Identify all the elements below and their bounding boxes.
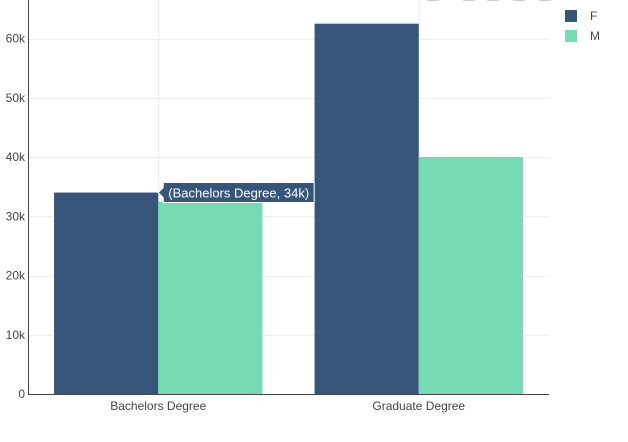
x-tick-label: Graduate Degree <box>372 399 465 413</box>
tooltip-label: (Bachelors Degree, 34k) <box>168 186 309 201</box>
pan-icon[interactable] <box>487 0 499 1</box>
legend-item-m[interactable]: M <box>565 29 600 43</box>
bar-m-0[interactable] <box>158 201 263 394</box>
tooltip-box <box>157 182 315 204</box>
legend[interactable]: FM <box>565 9 600 43</box>
y-tick-label: 50k <box>6 91 26 105</box>
zoom-icon[interactable] <box>463 0 475 1</box>
legend-item-f[interactable]: F <box>565 9 597 23</box>
hover-tooltip: (Bachelors Degree, 34k) <box>157 182 315 204</box>
legend-swatch <box>565 30 577 42</box>
x-tick-labels: Bachelors Degree Graduate Degree <box>110 399 465 413</box>
y-tick-label: 10k <box>6 328 26 342</box>
legend-label: M <box>590 29 600 43</box>
lasso-icon[interactable] <box>539 0 551 1</box>
bars <box>54 23 523 394</box>
axes <box>28 0 549 395</box>
y-tick-label: 60k <box>6 32 26 46</box>
y-tick-labels: 0 10k 20k 30k 40k 50k 60k <box>6 32 26 401</box>
bar-f-1[interactable] <box>314 23 419 394</box>
y-tick-label: 20k <box>6 269 26 283</box>
modebar[interactable] <box>427 0 551 1</box>
bar-m-1[interactable] <box>418 157 523 394</box>
y-tick-label: 40k <box>6 150 26 164</box>
x-tick-label: Bachelors Degree <box>110 399 206 413</box>
camera-icon[interactable] <box>427 0 439 1</box>
legend-swatch <box>565 10 577 22</box>
y-tick-label: 30k <box>6 209 26 223</box>
y-tick-label: 0 <box>18 387 25 401</box>
box-select-icon[interactable] <box>513 0 525 1</box>
legend-label: F <box>590 9 597 23</box>
bar-f-0[interactable] <box>54 192 159 394</box>
